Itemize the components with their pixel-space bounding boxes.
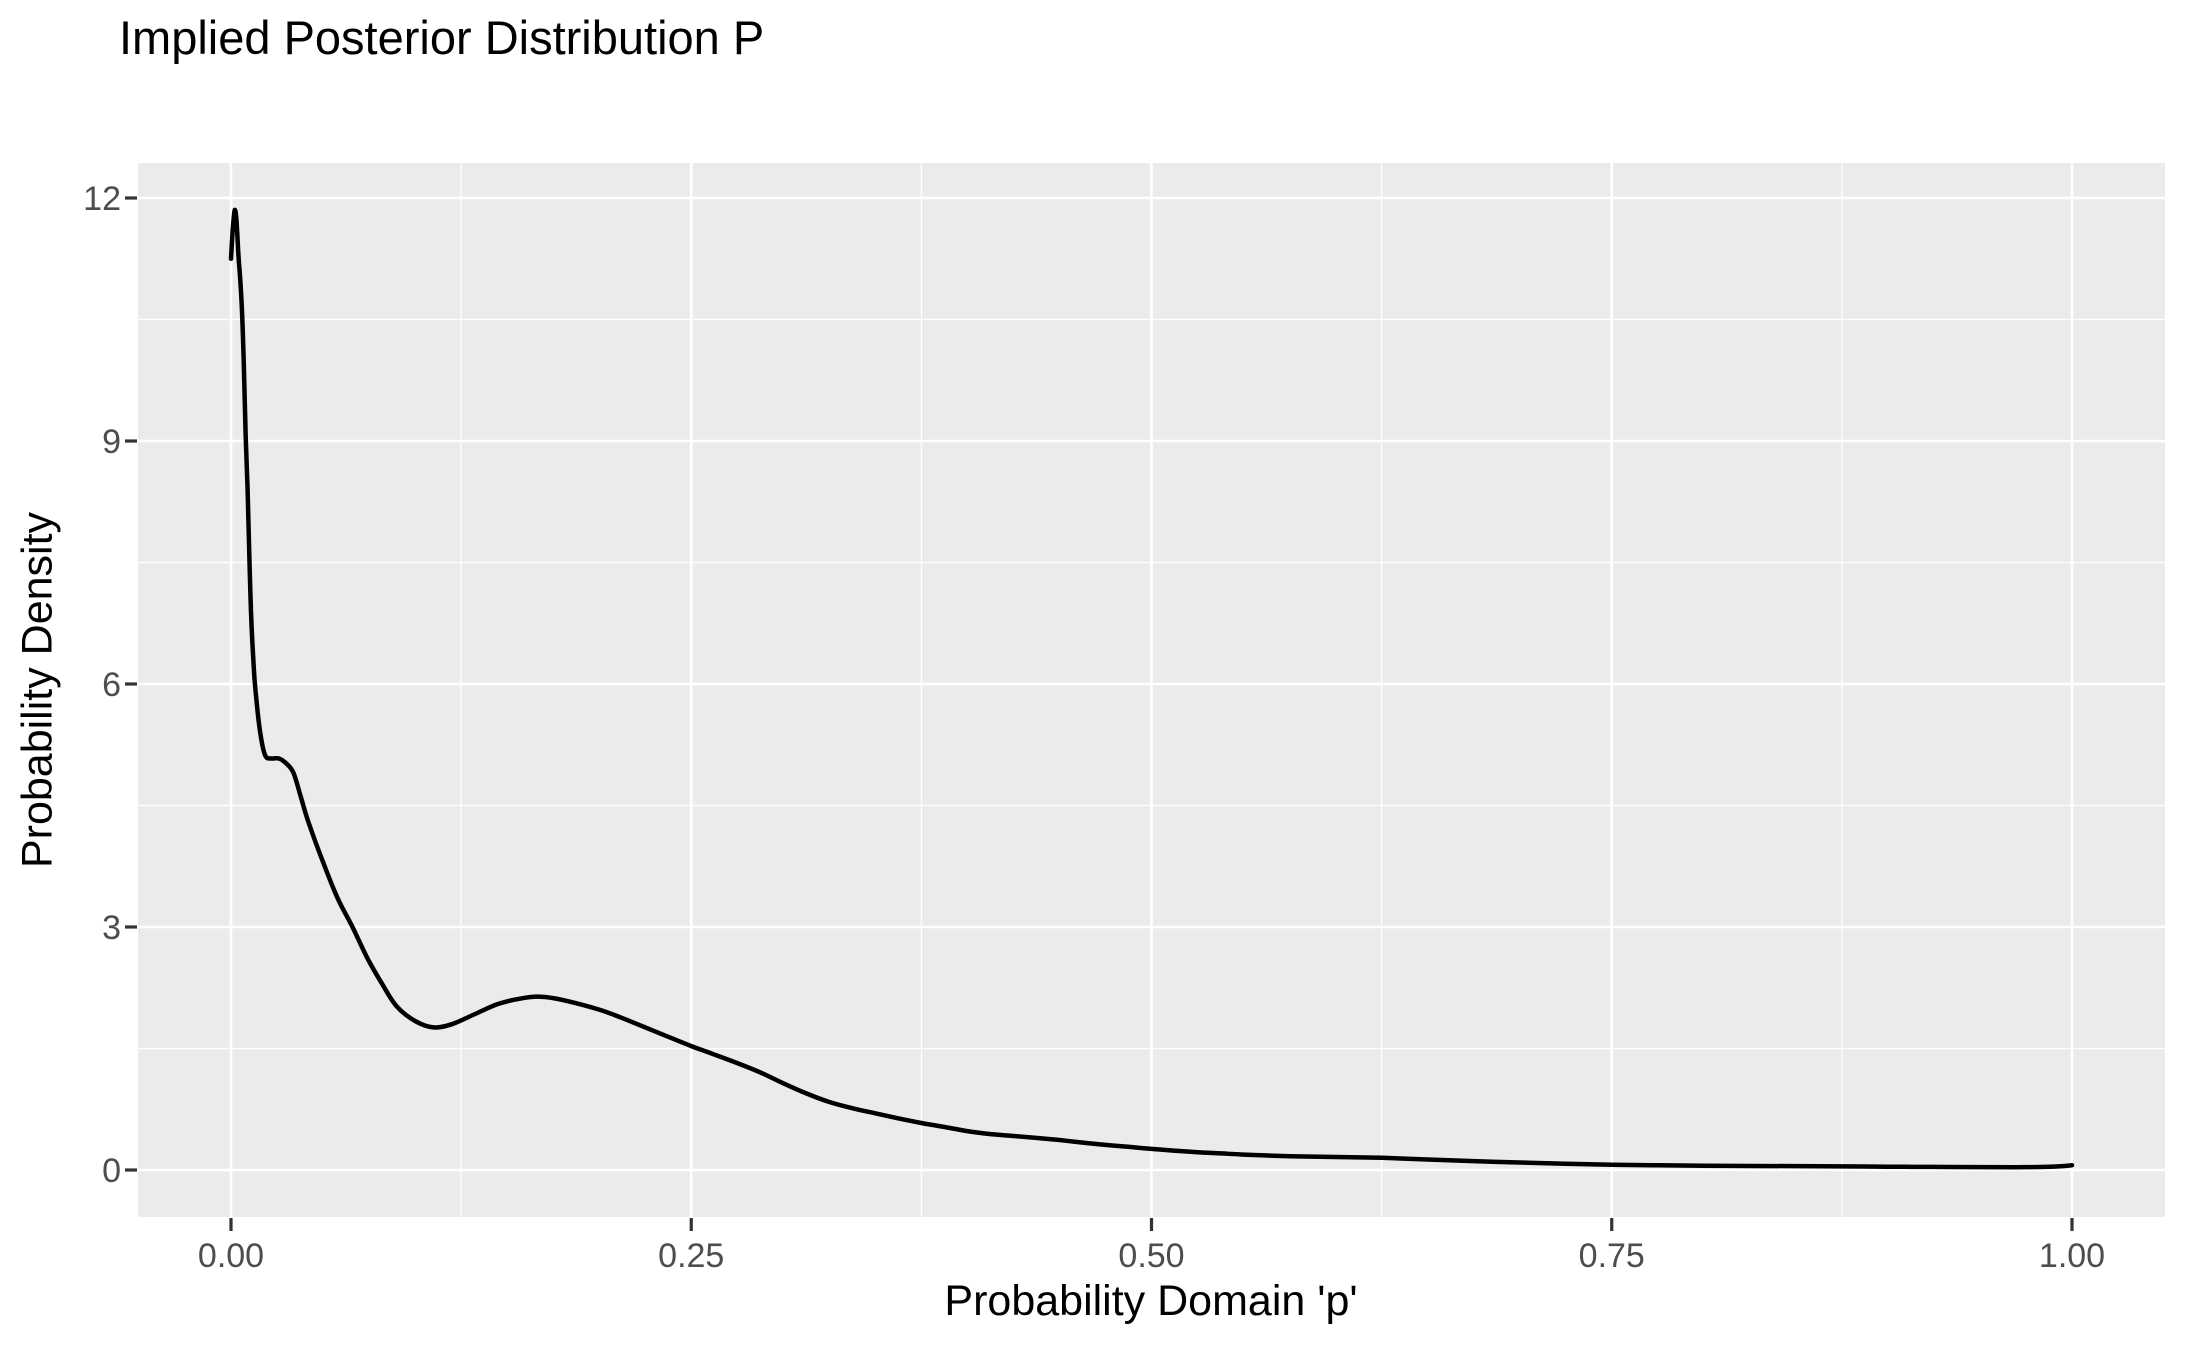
- y-tick-label: 0: [102, 1152, 121, 1190]
- y-tick-label: 12: [83, 180, 121, 218]
- x-tick-label: 1.00: [2039, 1237, 2105, 1275]
- y-axis-title: Probability Density: [13, 511, 62, 869]
- y-tick-label: 3: [102, 909, 121, 947]
- y-tick-label: 6: [102, 666, 121, 704]
- y-tick-label: 9: [102, 423, 121, 461]
- chart-title: Implied Posterior Distribution P: [119, 11, 765, 64]
- x-axis-title: Probability Domain 'p': [944, 1277, 1358, 1325]
- x-tick-label: 0.75: [1579, 1237, 1645, 1275]
- x-tick-label: 0.25: [658, 1237, 724, 1275]
- x-tick-label: 0.50: [1118, 1237, 1184, 1275]
- x-tick-label: 0.00: [198, 1237, 264, 1275]
- curve-posterior-density: [228, 207, 2075, 1170]
